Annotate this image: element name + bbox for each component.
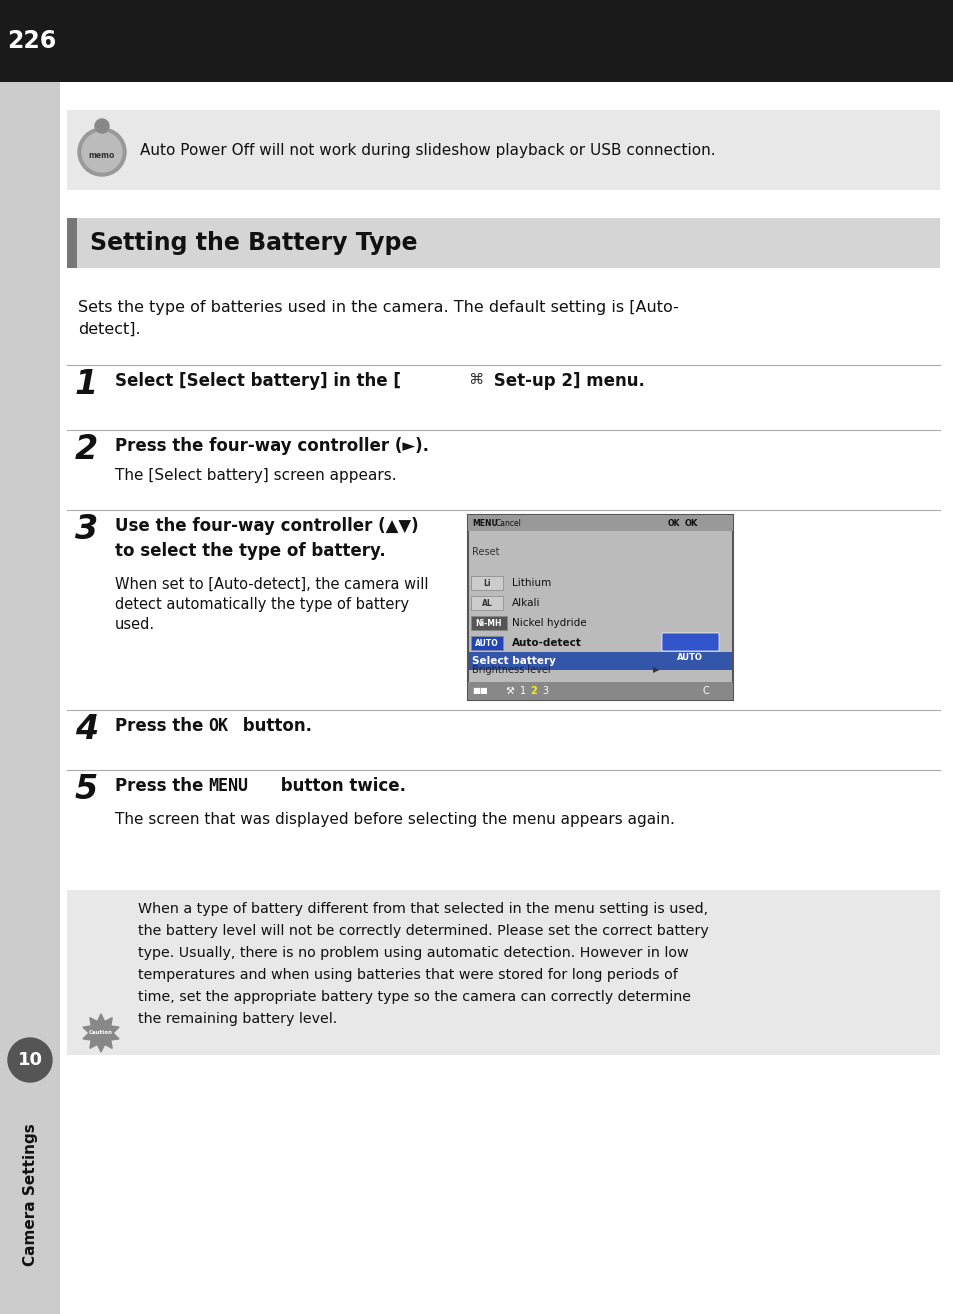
Text: 2: 2 (530, 686, 537, 696)
Text: detect].: detect]. (78, 322, 140, 336)
FancyBboxPatch shape (67, 110, 939, 191)
Text: When a type of battery different from that selected in the menu setting is used,: When a type of battery different from th… (138, 901, 707, 916)
Text: Ni-MH: Ni-MH (476, 619, 501, 628)
Text: Camera Settings: Camera Settings (23, 1123, 37, 1267)
Text: 4: 4 (75, 714, 98, 746)
Text: memo: memo (89, 151, 115, 159)
Text: Cancel: Cancel (496, 519, 521, 527)
Text: When set to [Auto-detect], the camera will: When set to [Auto-detect], the camera wi… (115, 577, 428, 593)
Text: The [Select battery] screen appears.: The [Select battery] screen appears. (115, 468, 396, 484)
FancyBboxPatch shape (471, 597, 502, 610)
Text: ■■: ■■ (472, 686, 487, 695)
Text: the battery level will not be correctly determined. Please set the correct batte: the battery level will not be correctly … (138, 924, 708, 938)
Circle shape (82, 131, 122, 172)
Text: Setting the Battery Type: Setting the Battery Type (90, 231, 417, 255)
FancyBboxPatch shape (661, 633, 719, 650)
Text: The screen that was displayed before selecting the menu appears again.: The screen that was displayed before sel… (115, 812, 674, 827)
Text: AL: AL (481, 598, 492, 607)
FancyBboxPatch shape (99, 126, 105, 133)
FancyBboxPatch shape (67, 218, 939, 268)
Text: Reset: Reset (472, 547, 499, 557)
FancyBboxPatch shape (471, 616, 506, 629)
Circle shape (95, 120, 109, 133)
Text: 1: 1 (75, 368, 98, 401)
Text: button.: button. (236, 717, 312, 735)
Text: Nickel hydride: Nickel hydride (512, 618, 586, 628)
Text: MENU: MENU (472, 519, 497, 527)
FancyBboxPatch shape (468, 515, 732, 700)
Text: temperatures and when using batteries that were stored for long periods of: temperatures and when using batteries th… (138, 968, 677, 982)
Text: OK: OK (667, 519, 679, 527)
Text: 3: 3 (541, 686, 548, 696)
FancyBboxPatch shape (468, 682, 732, 700)
Text: 10: 10 (17, 1051, 43, 1070)
Text: Use the four-way controller (▲▼): Use the four-way controller (▲▼) (115, 516, 418, 535)
Text: the remaining battery level.: the remaining battery level. (138, 1012, 337, 1026)
Text: Brightness level: Brightness level (472, 665, 550, 675)
Text: ⚒: ⚒ (505, 686, 515, 696)
FancyBboxPatch shape (471, 576, 502, 590)
FancyBboxPatch shape (67, 890, 939, 1055)
Text: 2: 2 (75, 434, 98, 466)
Text: ▶: ▶ (652, 665, 659, 674)
FancyBboxPatch shape (469, 652, 731, 670)
Text: ⌘: ⌘ (468, 372, 483, 388)
Text: time, set the appropriate battery type so the camera can correctly determine: time, set the appropriate battery type s… (138, 989, 690, 1004)
Text: Press the four-way controller (►).: Press the four-way controller (►). (115, 438, 429, 455)
Text: type. Usually, there is no problem using automatic detection. However in low: type. Usually, there is no problem using… (138, 946, 688, 961)
Text: Alkali: Alkali (512, 598, 540, 608)
Text: OK: OK (684, 519, 698, 527)
Text: 1: 1 (519, 686, 525, 696)
FancyBboxPatch shape (0, 0, 60, 1314)
Text: Li: Li (483, 578, 490, 587)
Text: Auto Power Off will not work during slideshow playback or USB connection.: Auto Power Off will not work during slid… (140, 142, 715, 158)
Text: Caution: Caution (89, 1030, 112, 1035)
Text: OK: OK (208, 717, 228, 735)
Text: 3: 3 (75, 512, 98, 547)
Text: to select the type of battery.: to select the type of battery. (115, 541, 385, 560)
Text: AUTO: AUTO (475, 639, 498, 648)
Text: button twice.: button twice. (274, 777, 406, 795)
FancyBboxPatch shape (468, 515, 732, 531)
Text: Select battery: Select battery (472, 656, 556, 666)
Text: used.: used. (115, 618, 155, 632)
Text: Sets the type of batteries used in the camera. The default setting is [Auto-: Sets the type of batteries used in the c… (78, 300, 678, 315)
Text: AUTO: AUTO (677, 653, 702, 662)
Text: Auto-detect: Auto-detect (512, 639, 581, 648)
Text: Press the: Press the (115, 717, 209, 735)
Text: MENU: MENU (208, 777, 248, 795)
FancyBboxPatch shape (471, 636, 502, 650)
Text: Select [Select battery] in the [: Select [Select battery] in the [ (115, 372, 400, 390)
Polygon shape (83, 1014, 119, 1053)
Text: C: C (702, 686, 709, 696)
Circle shape (78, 127, 126, 176)
Text: Set-up 2] menu.: Set-up 2] menu. (488, 372, 644, 390)
Text: 226: 226 (8, 29, 56, 53)
FancyBboxPatch shape (67, 218, 77, 268)
Circle shape (8, 1038, 52, 1081)
Text: Press the: Press the (115, 777, 209, 795)
Text: detect automatically the type of battery: detect automatically the type of battery (115, 597, 409, 612)
FancyBboxPatch shape (0, 0, 953, 81)
Text: Lithium: Lithium (512, 578, 551, 587)
Text: 5: 5 (75, 773, 98, 805)
